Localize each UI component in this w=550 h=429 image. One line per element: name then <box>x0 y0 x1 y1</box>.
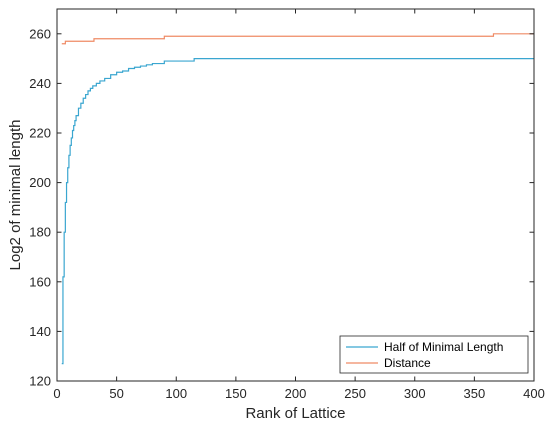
y-axis: 120 140 160 180 200 220 240 260 <box>29 26 534 389</box>
y-tick-label: 200 <box>29 175 51 190</box>
x-axis-title: Rank of Lattice <box>245 405 345 422</box>
series-layer <box>61 33 534 365</box>
y-tick-label: 220 <box>29 126 51 141</box>
x-tick-label: 350 <box>464 386 486 401</box>
x-axis: 0 50 100 150 200 250 300 350 400 <box>53 9 545 401</box>
x-tick-label: 100 <box>165 386 187 401</box>
y-tick-label: 260 <box>29 26 51 41</box>
x-tick-label: 50 <box>109 386 123 401</box>
y-tick-label: 240 <box>29 76 51 91</box>
plot-area <box>56 8 535 382</box>
x-tick-label: 150 <box>225 386 247 401</box>
y-tick-label: 180 <box>29 225 51 240</box>
y-tick-label: 160 <box>29 274 51 289</box>
y-tick-label: 120 <box>29 374 51 389</box>
x-tick-label: 250 <box>344 386 366 401</box>
legend-box <box>339 335 529 374</box>
x-tick-label: 300 <box>404 386 426 401</box>
x-tick-label: 0 <box>53 386 60 401</box>
series-line-half-of-minimal-length <box>61 58 534 365</box>
plot-background <box>57 9 534 381</box>
legend-label-distance: Distance <box>384 356 431 370</box>
y-tick-label: 140 <box>29 324 51 339</box>
series-line-distance <box>61 33 534 45</box>
y-axis-title: Log2 of minimal length <box>7 120 24 271</box>
x-tick-label: 400 <box>523 386 545 401</box>
legend: Half of Minimal Length Distance <box>339 335 529 374</box>
legend-label-half-of-minimal-length: Half of Minimal Length <box>384 340 503 354</box>
x-tick-label: 200 <box>285 386 307 401</box>
